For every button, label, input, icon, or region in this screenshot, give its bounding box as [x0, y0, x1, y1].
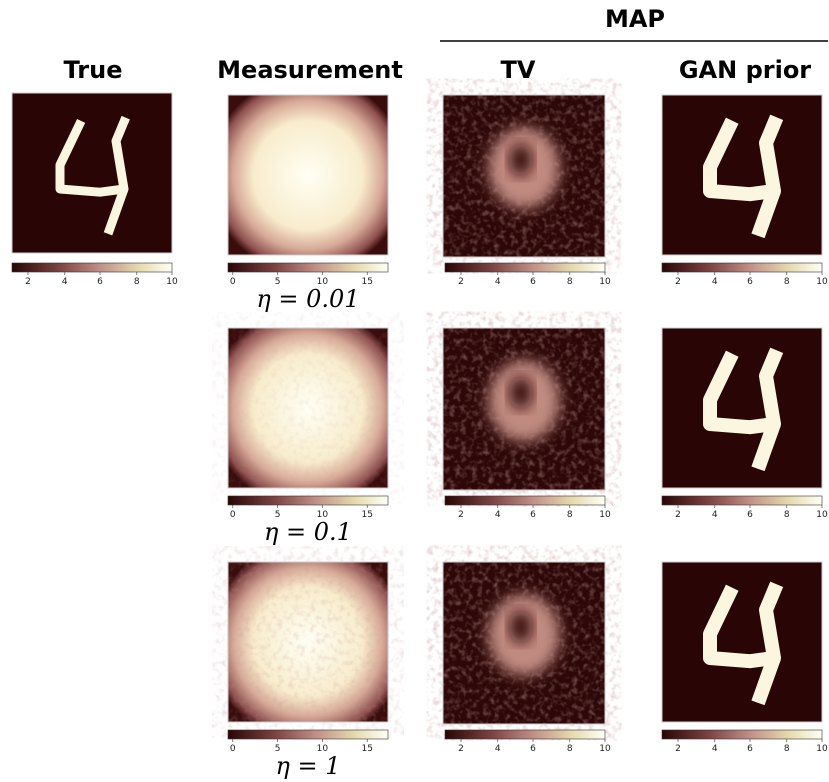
noise: [228, 328, 388, 488]
image-panel: [662, 328, 822, 488]
colorbar-tick-label: 0: [230, 510, 236, 520]
colorbar-tick-label: 2: [675, 744, 681, 754]
colorbar-tick-label: 15: [361, 277, 372, 287]
colorbar-tick-label: 2: [458, 277, 464, 287]
colorbar-tick-label: 6: [747, 744, 753, 754]
colorbar-tick-label: 4: [495, 744, 501, 754]
colorbar-tick-label: 6: [747, 277, 753, 287]
image-background: [12, 93, 172, 253]
colorbar-tick-label: 8: [784, 510, 790, 520]
colorbar-tick-label: 6: [530, 510, 536, 520]
colorbar-tick-label: 2: [675, 277, 681, 287]
colorbar-tick-label: 6: [97, 277, 103, 287]
group-title: MAP: [605, 5, 665, 33]
colorbar: [445, 263, 605, 272]
colorbar-tick-label: 6: [530, 744, 536, 754]
image-background: [662, 562, 822, 722]
colorbar-tick-label: 8: [784, 744, 790, 754]
blob-core: [509, 377, 532, 409]
image-panel: [228, 562, 388, 722]
row-label: η = 1: [275, 752, 340, 780]
image-panel: [228, 95, 388, 255]
figure: MAP True Measurement TV GAN prior 2 4 6 8 10…: [0, 0, 829, 782]
colorbar-tick-label: 10: [166, 277, 178, 287]
colorbar: [662, 496, 822, 505]
colorbar-tick-label: 10: [599, 744, 611, 754]
colorbar-tick-label: 10: [599, 277, 611, 287]
colorbar-tick-label: 0: [230, 277, 236, 287]
colorbar: [662, 263, 822, 272]
colorbar-tick-label: 10: [599, 510, 611, 520]
image-background: [228, 95, 388, 255]
colorbar-tick-label: 2: [25, 277, 31, 287]
image-panel: [12, 93, 172, 253]
column-title: Measurement: [217, 56, 403, 84]
colorbar: [228, 496, 388, 505]
colorbar-tick-label: 8: [784, 277, 790, 287]
blob-core: [509, 144, 532, 176]
colorbar-tick-label: 4: [495, 510, 501, 520]
colorbar: [445, 496, 605, 505]
image-panel: [443, 95, 605, 257]
colorbar: [228, 263, 388, 272]
column-title: True: [64, 56, 123, 84]
colorbar-tick-label: 6: [530, 277, 536, 287]
colorbar: [662, 730, 822, 739]
colorbar-tick-label: 8: [567, 510, 573, 520]
row-label: η = 0.1: [264, 518, 352, 546]
blob-core: [509, 611, 532, 643]
colorbar-tick-label: 8: [567, 277, 573, 287]
colorbar-tick-label: 2: [458, 510, 464, 520]
colorbar-tick-label: 15: [361, 510, 372, 520]
colorbar-tick-label: 2: [675, 510, 681, 520]
row-label: η = 0.01: [256, 285, 359, 313]
colorbar-tick-label: 4: [712, 744, 718, 754]
colorbar-tick-label: 10: [816, 510, 828, 520]
colorbar-tick-label: 6: [747, 510, 753, 520]
column-title: GAN prior: [679, 56, 811, 84]
colorbar-tick-label: 10: [816, 744, 828, 754]
colorbar-tick-label: 4: [712, 277, 718, 287]
column-title: TV: [501, 56, 536, 84]
image-panel: [228, 328, 388, 488]
colorbar: [228, 730, 388, 739]
image-panel: [662, 95, 822, 255]
colorbar-tick-label: 8: [134, 277, 140, 287]
colorbar-tick-label: 4: [62, 277, 68, 287]
colorbar-tick-label: 0: [230, 744, 236, 754]
image-panel: [443, 328, 605, 490]
colorbar-tick-label: 10: [816, 277, 828, 287]
colorbar-tick-label: 2: [458, 744, 464, 754]
colorbar-tick-label: 15: [361, 744, 372, 754]
image-background: [662, 328, 822, 488]
colorbar-tick-label: 4: [495, 277, 501, 287]
noise: [228, 562, 388, 722]
image-panel: [662, 562, 822, 722]
colorbar-tick-label: 8: [567, 744, 573, 754]
colorbar-tick-label: 4: [712, 510, 718, 520]
colorbar: [445, 730, 605, 739]
colorbar: [12, 263, 172, 272]
image-panel: [443, 562, 605, 724]
image-background: [662, 95, 822, 255]
